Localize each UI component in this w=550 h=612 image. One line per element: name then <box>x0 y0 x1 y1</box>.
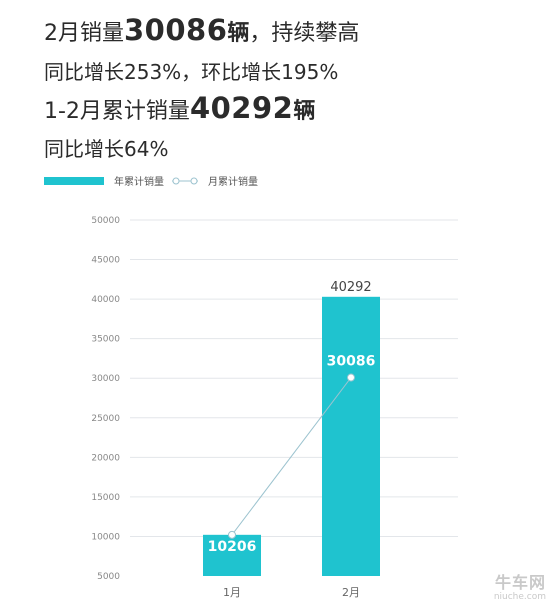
y-tick-label: 50000 <box>91 216 120 226</box>
line-point-label: 10206 <box>208 539 257 555</box>
y-tick-label: 20000 <box>91 453 120 463</box>
y-tick-label: 35000 <box>91 335 120 345</box>
y-tick-label: 45000 <box>91 256 120 266</box>
x-category-label: 1月 <box>223 586 241 599</box>
watermark-name: 牛车网 <box>494 573 546 592</box>
headline-feb-sales: 2月销量30086辆，持续攀高 <box>44 10 359 54</box>
bar-2 <box>322 296 380 576</box>
legend-line-label: 月累计销量 <box>208 175 258 188</box>
legend-bar-swatch <box>44 177 104 185</box>
line-point-label: 30086 <box>327 354 376 370</box>
headline-cumulative-number: 40292 <box>189 91 294 125</box>
line-point <box>228 530 236 539</box>
watermark-logo: 牛车网 niuche.com <box>462 573 546 608</box>
headline-cumulative-growth: 同比增长64% <box>44 137 169 161</box>
y-tick-label: 30000 <box>91 374 120 384</box>
x-category-label: 2月 <box>342 586 360 599</box>
headline-feb-suffix: ，持续攀高 <box>249 21 360 46</box>
y-tick-label: 15000 <box>91 493 120 503</box>
y-tick-label: 40000 <box>91 295 120 305</box>
headline-feb-unit: 辆 <box>227 21 250 46</box>
bar-value-label: 40292 <box>330 280 371 295</box>
headline-cumulative-unit: 辆 <box>293 99 316 124</box>
legend-line-marker-right <box>190 177 198 185</box>
y-tick-label: 5000 <box>97 572 120 582</box>
headline-cumulative-sales: 1-2月累计销量40292辆 <box>44 88 315 132</box>
legend-bar-label: 年累计销量 <box>114 175 164 188</box>
legend-line-marker-left <box>172 177 180 185</box>
bar-1 <box>203 534 261 576</box>
y-tick-label: 10000 <box>91 532 120 542</box>
headline-feb-number: 30086 <box>124 13 228 47</box>
watermark-url: niuche.com <box>493 592 546 602</box>
headline-feb-growth: 同比增长253%，环比增长195% <box>44 60 339 84</box>
y-tick-label: 25000 <box>91 414 120 424</box>
headline-cumulative-prefix: 1-2月累计销量 <box>44 99 190 124</box>
headline-feb-prefix: 2月销量 <box>44 21 124 46</box>
monthly-line <box>231 377 352 536</box>
line-point <box>347 373 355 382</box>
